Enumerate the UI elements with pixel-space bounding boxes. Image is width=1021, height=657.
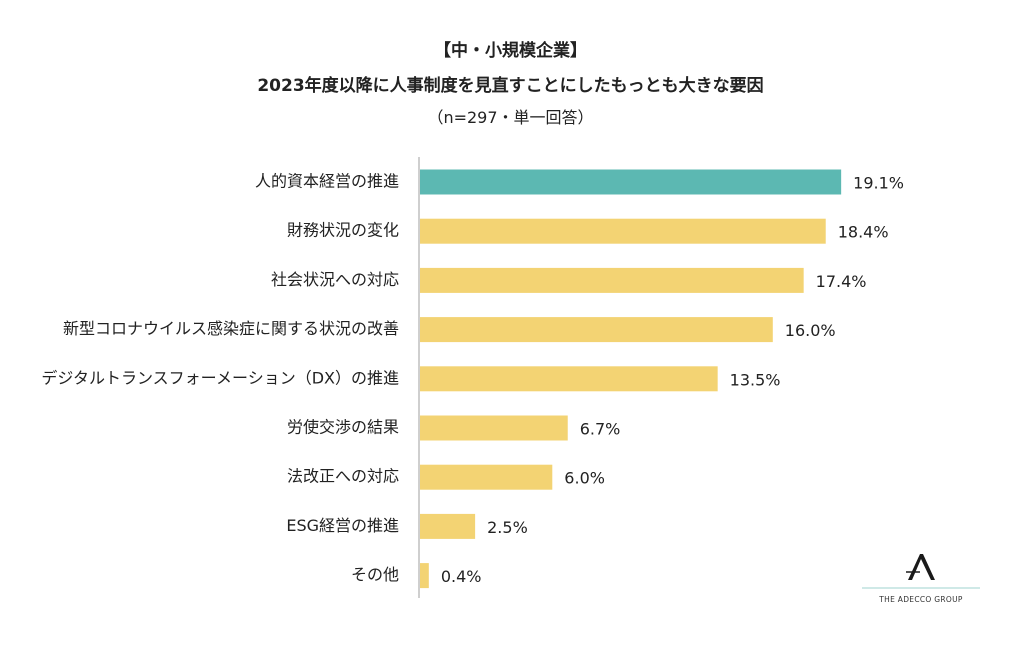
chart-subtitle: （n=297・単一回答） — [427, 108, 594, 127]
bar — [420, 415, 568, 441]
bar — [420, 218, 826, 244]
value-label: 19.1% — [853, 174, 904, 193]
category-label: 社会状況への対応 — [271, 270, 399, 289]
value-label: 16.0% — [785, 321, 836, 340]
bar — [420, 317, 773, 343]
bar — [420, 169, 842, 195]
value-label: 18.4% — [838, 223, 889, 242]
category-labels: 人的資本経営の推進財務状況の変化社会状況への対応新型コロナウイルス感染症に関する… — [41, 172, 399, 585]
value-label: 6.0% — [564, 469, 605, 488]
bar — [420, 513, 476, 539]
category-label: ESG経営の推進 — [286, 516, 399, 535]
bar — [420, 563, 429, 589]
category-label: デジタルトランスフォーメーション（DX）の推進 — [41, 368, 399, 387]
chart-title: 2023年度以降に人事制度を見直すことにしたもっとも大きな要因 — [257, 76, 764, 96]
category-label: 財務状況の変化 — [287, 221, 399, 240]
category-label: その他 — [351, 565, 399, 584]
chart-title-segment: 【中・小規模企業】 — [434, 41, 587, 61]
category-label: 労使交渉の結果 — [287, 418, 399, 437]
bars — [420, 169, 842, 589]
value-label: 2.5% — [487, 518, 528, 537]
category-label: 人的資本経営の推進 — [255, 172, 399, 191]
value-labels: 19.1% 18.4% 17.4% 16.0% 13.5% 6.7% 6.0% 2.5% 0.4… — [441, 174, 904, 587]
value-label: 17.4% — [816, 272, 867, 291]
bar — [420, 267, 804, 293]
bar — [420, 464, 553, 490]
category-label: 法改正への対応 — [287, 467, 399, 486]
category-label: 新型コロナウイルス感染症に関する状況の改善 — [63, 319, 399, 338]
value-label: 0.4% — [441, 567, 482, 586]
logo-text: THE ADECCO GROUP — [879, 595, 963, 604]
value-label: 13.5% — [730, 370, 781, 389]
adecco-logo-icon — [862, 554, 980, 589]
bar — [420, 366, 718, 392]
value-label: 6.7% — [580, 420, 621, 439]
